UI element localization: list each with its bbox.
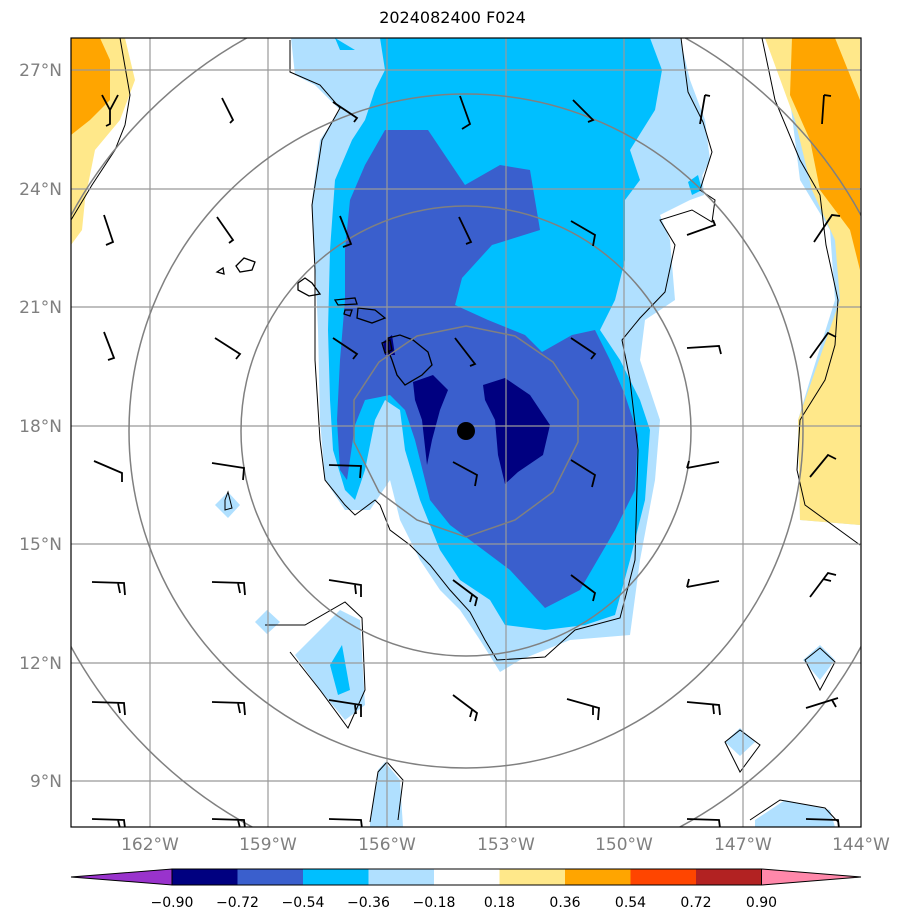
anomaly-royal-blue — [337, 130, 638, 608]
wind-barb — [93, 460, 123, 482]
anomaly-navy — [383, 335, 550, 484]
wind-barb — [103, 331, 116, 361]
wind-barb — [103, 214, 115, 246]
colorbar-under-extend — [70, 868, 173, 886]
map-title: 2024082400 F024 — [379, 8, 526, 27]
wind-barb — [339, 215, 353, 248]
wind-barb — [221, 97, 235, 124]
lon-label: 153°W — [477, 835, 535, 855]
lat-label: 24°N — [19, 180, 62, 200]
wind-barb — [101, 94, 119, 127]
colorbar-bin — [499, 869, 565, 885]
colorbar-tick-label: −0.36 — [347, 895, 390, 911]
storm-center-marker — [457, 422, 475, 440]
lat-label: 27°N — [19, 61, 62, 81]
colorbar-over-extend — [761, 868, 862, 886]
lon-label: 162°W — [121, 835, 179, 855]
wind-barb — [809, 453, 837, 478]
lon-label: 147°W — [714, 835, 772, 855]
wind-barb — [332, 337, 359, 360]
wind-barb — [809, 571, 837, 598]
zero-contour-lines — [71, 38, 861, 823]
wind-barb — [452, 694, 479, 722]
wind-barb — [328, 699, 362, 717]
wind-barb — [570, 337, 597, 360]
colorbar-bin — [630, 869, 696, 885]
colorbar-tick-label: 0.90 — [746, 895, 777, 911]
wind-barbs — [91, 94, 841, 827]
wind-barb — [332, 101, 359, 123]
colorbar-tick-label: 0.18 — [484, 895, 515, 911]
latitude-labels: 27°N 24°N 21°N 18°N 15°N 12°N 9°N — [19, 61, 62, 792]
colorbar-bin — [303, 869, 369, 885]
wind-barb — [686, 818, 721, 827]
colorbar-bin — [368, 869, 434, 885]
lat-label: 21°N — [19, 298, 62, 318]
colorbar-bin — [237, 869, 303, 885]
colorbar-tick-label: −0.54 — [282, 895, 325, 911]
lat-label: 9°N — [30, 772, 62, 792]
colorbar-tick-label: 0.72 — [680, 895, 711, 911]
longitude-labels: 162°W 159°W 156°W 153°W 150°W 147°W 144°… — [121, 835, 890, 855]
colorbar-tick-label: 0.36 — [549, 895, 580, 911]
range-rings — [71, 38, 861, 827]
wind-barb — [686, 345, 722, 355]
lon-label: 156°W — [358, 835, 416, 855]
wind-barb — [805, 697, 839, 709]
map-panel — [71, 38, 861, 827]
lon-label: 144°W — [832, 835, 890, 855]
wind-barb — [91, 581, 126, 596]
wind-barb — [809, 331, 837, 359]
wind-barb — [211, 581, 246, 596]
colorbar-bin — [565, 869, 631, 885]
lat-label: 12°N — [19, 654, 62, 674]
wind-barb — [211, 701, 246, 716]
colorbar-tick-label: −0.72 — [216, 895, 259, 911]
wind-barb — [458, 216, 473, 245]
wind-barb — [821, 94, 832, 125]
graticule — [71, 38, 861, 827]
wind-barb — [566, 698, 600, 721]
wind-barb — [699, 94, 711, 125]
wind-barb — [686, 460, 720, 469]
colorbar-bin — [434, 869, 500, 885]
colorbar-tick-label: −0.90 — [151, 895, 194, 911]
colorbar: −0.90 −0.72 −0.54 −0.36 −0.18 0.18 0.36 … — [70, 868, 862, 911]
wind-barb — [570, 220, 596, 247]
map-frame — [70, 37, 862, 828]
wind-barb — [328, 464, 362, 479]
wind-barb — [572, 99, 595, 123]
anomaly-positive — [71, 38, 860, 525]
colorbar-frame — [171, 868, 762, 886]
colorbar-bin — [172, 869, 238, 885]
wind-barb — [452, 461, 479, 487]
wind-barb — [813, 214, 841, 243]
colorbar-bin — [696, 869, 762, 885]
lon-label: 159°W — [239, 835, 297, 855]
wind-barb — [686, 578, 720, 588]
lat-label: 15°N — [19, 535, 62, 555]
wind-barb — [459, 95, 472, 130]
wind-barb — [454, 337, 477, 367]
wind-barb — [91, 701, 126, 716]
wind-barb — [686, 701, 721, 716]
lat-label: 18°N — [19, 417, 62, 437]
colorbar-tick-label: −0.18 — [413, 895, 456, 911]
wind-barb — [570, 574, 597, 602]
lon-label: 150°W — [595, 835, 653, 855]
wind-barb — [216, 216, 235, 244]
coastlines — [215, 257, 433, 386]
colorbar-tick-label: 0.54 — [615, 895, 646, 911]
wind-barb — [452, 579, 479, 607]
wind-barb — [214, 337, 242, 360]
wind-barb — [805, 818, 840, 827]
wind-barb — [328, 818, 363, 827]
wind-barb — [211, 462, 245, 481]
wind-barb — [328, 579, 362, 597]
wind-barb — [570, 459, 597, 488]
wind-barb — [686, 219, 717, 236]
